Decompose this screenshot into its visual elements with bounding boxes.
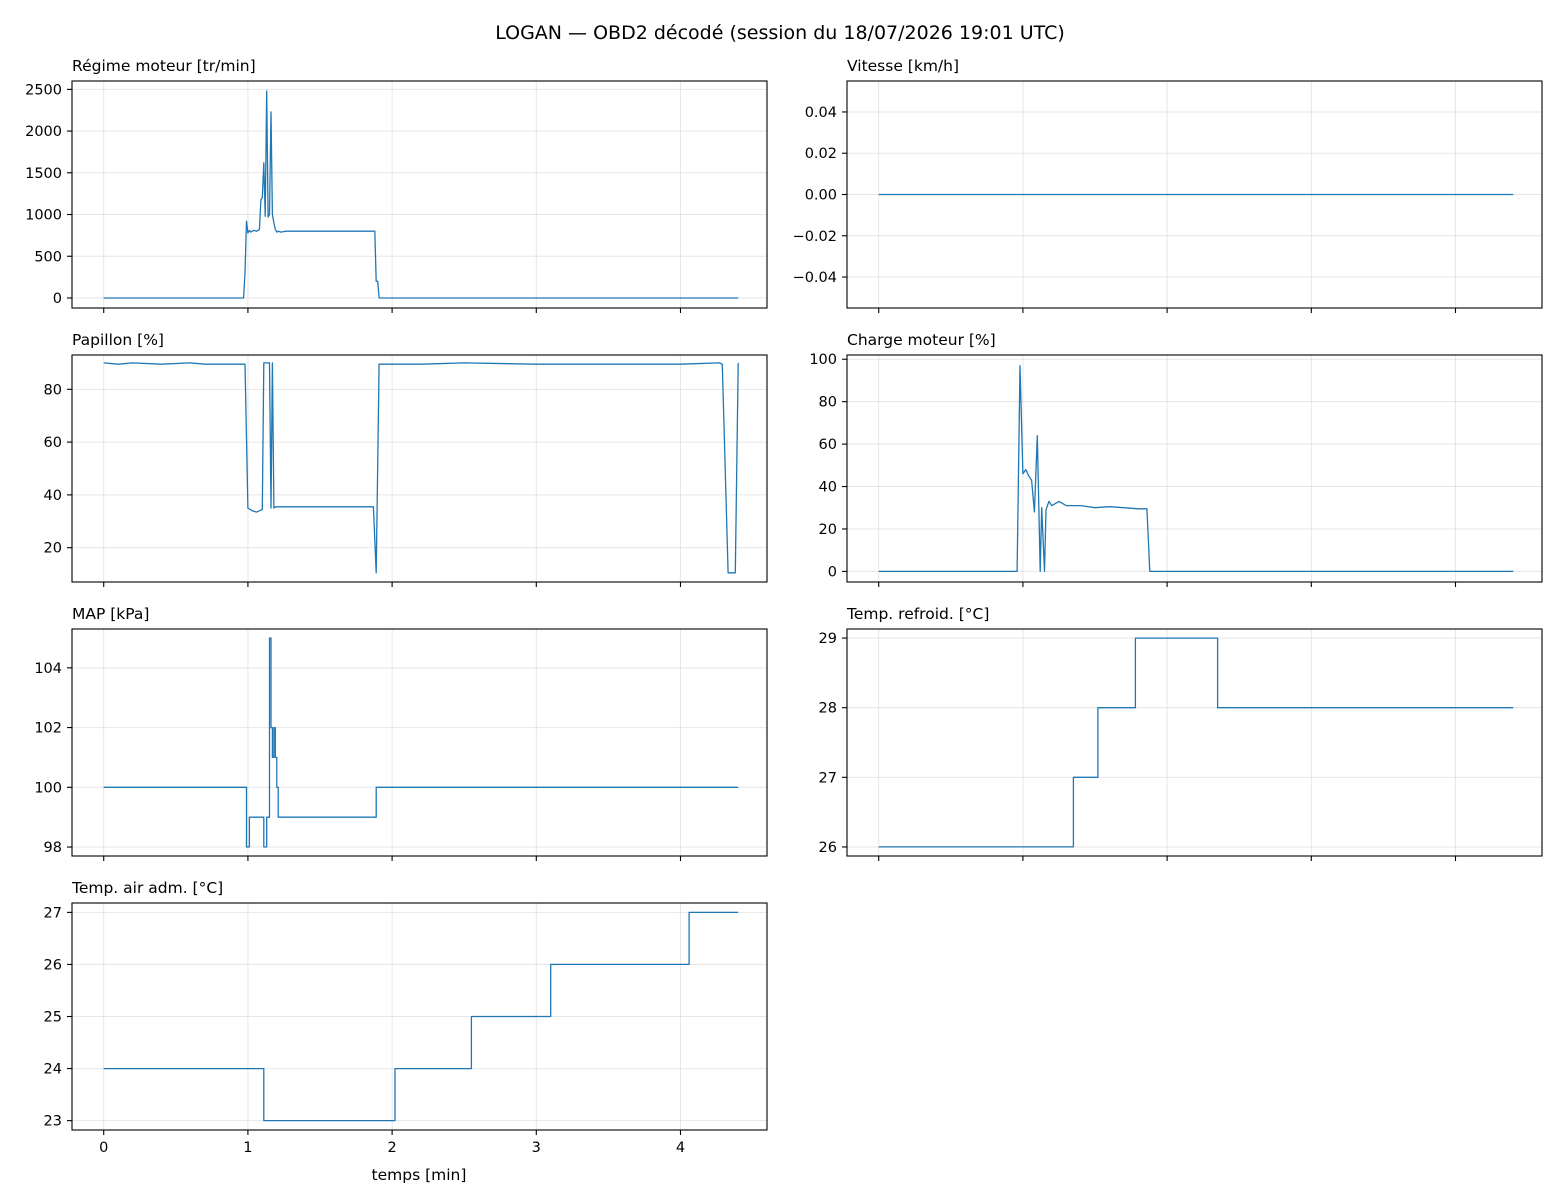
y-tick-label: 0 — [828, 564, 837, 580]
y-tick-label: 80 — [819, 395, 837, 411]
subplot-title: Temp. air adm. [°C] — [71, 879, 223, 897]
y-tick-label: 1000 — [25, 208, 62, 224]
x-tick-label: 0 — [99, 1140, 108, 1156]
subplot-title: Temp. refroid. [°C] — [846, 605, 989, 623]
y-tick-label: −0.02 — [793, 229, 837, 245]
y-tick-label: 1500 — [25, 166, 62, 182]
series-line-load — [878, 364, 1514, 573]
plot-frame — [71, 628, 768, 857]
subplot-speed: Vitesse [km/h] −0.04 −0.02 0.00 0.02 0.04 — [793, 57, 1543, 313]
plot-frame — [71, 354, 768, 583]
series-line-coolant — [878, 637, 1514, 848]
series-line-intake — [103, 911, 739, 1122]
y-tick-label: 102 — [34, 721, 62, 737]
y-tick-label: 2500 — [25, 82, 62, 98]
y-tick-label: 0 — [53, 291, 62, 307]
y-tick-label: 40 — [819, 480, 837, 496]
y-tick-label: 26 — [44, 957, 62, 973]
y-tick-label: 28 — [819, 701, 837, 717]
subplot-title: Papillon [%] — [72, 331, 164, 349]
x-axis-label: temps [min] — [372, 1166, 467, 1184]
subplot-title: Charge moteur [%] — [847, 331, 996, 349]
series-line-rpm — [103, 90, 739, 299]
x-tick-label: 2 — [387, 1140, 396, 1156]
plot-frame — [846, 354, 1543, 583]
y-tick-label: 25 — [44, 1010, 62, 1026]
y-tick-label: 100 — [809, 352, 837, 368]
subplot-title: MAP [kPa] — [72, 605, 149, 623]
plot-frame — [71, 80, 768, 309]
y-tick-label: 26 — [819, 840, 837, 856]
x-tick-label: 3 — [532, 1140, 541, 1156]
y-tick-label: −0.04 — [793, 270, 837, 286]
y-tick-label: 40 — [44, 488, 62, 504]
figure-title: LOGAN — OBD2 décodé (session du 18/07/20… — [495, 22, 1065, 44]
subplot-grid: Régime moteur [tr/min]050010001500200025… — [25, 57, 1543, 1156]
y-tick-label: 23 — [44, 1114, 62, 1130]
y-tick-label: 29 — [819, 631, 837, 647]
subplot-coolant: Temp. refroid. [°C] 26 27 28 29 — [819, 605, 1543, 861]
y-tick-label: 0.02 — [805, 146, 837, 162]
y-tick-label: 60 — [819, 437, 837, 453]
y-tick-label: 24 — [44, 1062, 62, 1078]
y-tick-label: 60 — [44, 435, 62, 451]
y-tick-label: 20 — [819, 522, 837, 538]
y-tick-label: 100 — [34, 780, 62, 796]
subplot-rpm: Régime moteur [tr/min] 0 500 1000 1500 2000 25… — [25, 57, 768, 313]
y-tick-label: 20 — [44, 541, 62, 557]
x-tick-label: 1 — [243, 1140, 252, 1156]
subplot-throttle: Papillon [%] 20 40 60 80 — [44, 331, 768, 587]
y-tick-label: 500 — [34, 249, 62, 265]
y-tick-label: 80 — [44, 382, 62, 398]
subplot-title: Vitesse [km/h] — [847, 57, 959, 75]
y-tick-label: 104 — [34, 661, 62, 677]
subplot-title: Régime moteur [tr/min] — [72, 57, 256, 75]
plot-frame — [846, 628, 1543, 857]
y-tick-label: 98 — [44, 840, 62, 856]
subplot-load: Charge moteur [%] 0 20 40 60 80 100 — [809, 331, 1543, 587]
y-tick-label: 27 — [44, 905, 62, 921]
series-line-throttle — [103, 362, 739, 574]
series-line-map — [103, 637, 739, 848]
y-tick-label: 0.04 — [805, 105, 837, 121]
y-tick-label: 2000 — [25, 124, 62, 140]
x-tick-label: 4 — [676, 1140, 685, 1156]
y-tick-label: 0.00 — [805, 188, 837, 204]
y-tick-label: 27 — [819, 770, 837, 786]
subplot-map: MAP [kPa] 98 100 102 104 — [34, 605, 768, 861]
